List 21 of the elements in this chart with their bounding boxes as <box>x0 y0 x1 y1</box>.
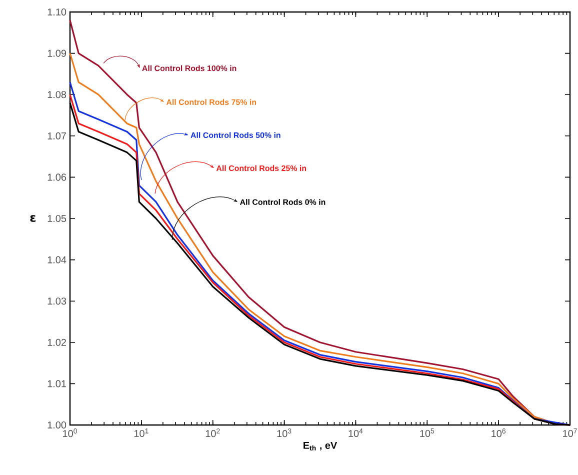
y-tick-label: 1.02 <box>48 338 66 346</box>
x-tick-label: 10$^{6}$ <box>492 428 506 438</box>
x-tick-label: 10$^{3}$ <box>277 428 292 438</box>
y-tick-label: 1.03 <box>48 298 66 305</box>
y-tick-label: 1.07 <box>48 132 66 140</box>
x-tick-label: 10$^{7}$ <box>563 428 577 438</box>
x-tick-label: 10$^{2}$ <box>206 428 220 438</box>
x-axis-title: E$_{th}$ , eV <box>304 442 338 450</box>
x-tick-label: 10$^{5}$ <box>420 428 434 438</box>
y-tick-label: 1.00 <box>48 421 66 429</box>
y-tick-label: 1.05 <box>48 214 66 222</box>
y-tick-label: 1.06 <box>48 174 66 181</box>
y-tick-label: 1.09 <box>48 50 66 57</box>
y-axis-title: ε <box>30 215 36 222</box>
y-tick-label: 1.10 <box>48 8 66 16</box>
x-tick-label: 10$^{4}$ <box>348 428 363 438</box>
y-tick-label: 1.01 <box>48 380 66 388</box>
y-tick-label: 1.08 <box>48 91 66 98</box>
x-tick-label: 10$^{0}$ <box>63 428 77 438</box>
y-tick-label: 1.04 <box>48 256 66 264</box>
x-tick-label: 10$^{1}$ <box>134 428 148 438</box>
